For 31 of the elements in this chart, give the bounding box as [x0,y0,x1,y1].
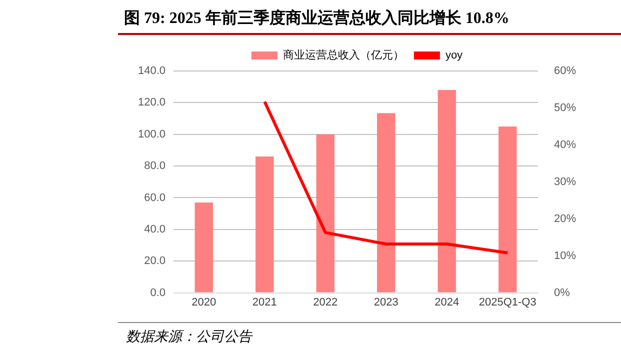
x-tick-label: 2023 [374,296,398,308]
y2-tick-label: 50% [554,102,576,114]
x-tick-label: 2020 [192,296,216,308]
y-tick-label: 140.0 [138,65,166,78]
x-tick-label: 2024 [434,296,460,308]
y-tick-label: 100.0 [138,128,166,140]
x-tick-label: 2022 [313,296,338,308]
x-tick-label: 2025Q1-Q3 [478,296,536,308]
y-tick-label: 80.0 [144,160,166,172]
legend-label: 商业运营总收入（亿元） [282,48,404,62]
y-tick-label: 120.0 [138,96,166,109]
chart-title: 图 79: 2025 年前三季度商业运营总收入同比增长 10.8% [124,8,510,29]
y2-tick-label: 0% [554,286,570,299]
y-tick-label: 40.0 [144,223,166,236]
bar [316,134,334,292]
y-tick-label: 60.0 [144,192,166,204]
legend-label: yoy [445,50,464,62]
bar [377,113,396,292]
y-tick-label: 0.0 [150,286,166,299]
y2-tick-label: 10% [554,250,576,262]
y-tick-label: 20.0 [144,255,166,268]
x-tick-label: 2021 [252,296,277,308]
bar [256,156,274,292]
bar [498,126,517,292]
y2-tick-label: 60% [554,65,576,78]
y2-tick-label: 30% [554,176,576,188]
y2-tick-label: 20% [554,212,576,225]
y2-tick-label: 40% [554,138,576,151]
bar [438,90,456,292]
source-note: 数据来源：公司公告 [126,328,252,346]
bar [194,202,214,292]
